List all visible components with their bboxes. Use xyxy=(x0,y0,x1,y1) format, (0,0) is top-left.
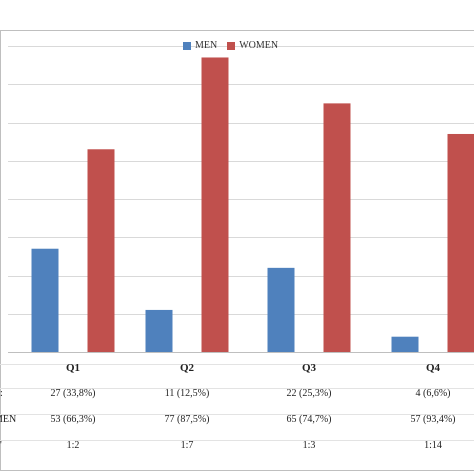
bar-men-q1 xyxy=(31,248,59,352)
table-cell: 1:14 xyxy=(424,440,442,451)
table-cell: 4 (6,6%) xyxy=(415,388,451,399)
table-cell: 22 (25,3%) xyxy=(286,388,332,399)
bar-women-q2 xyxy=(201,57,229,352)
table-row: MEN 53 (66,3%) 77 (87,5%) 65 (74,7%) 57 … xyxy=(0,414,474,434)
legend-label-women: WOMEN xyxy=(239,40,279,51)
table-cell: 27 (33,8%) xyxy=(50,388,96,399)
bar-men-q3 xyxy=(267,267,295,352)
table-cell: 11 (12,5%) xyxy=(164,388,210,399)
bar-women-q1 xyxy=(87,149,115,352)
legend-swatch-men xyxy=(183,41,191,50)
legend-item-men: MEN xyxy=(183,40,217,51)
table-row: : 27 (33,8%) 11 (12,5%) 22 (25,3%) 4 (6,… xyxy=(0,388,474,408)
bar-women-q4 xyxy=(447,133,474,352)
table-cell: 77 (87,5%) xyxy=(164,414,210,425)
bar-women-q3 xyxy=(323,103,351,352)
table-cell: 53 (66,3%) xyxy=(50,414,96,425)
bar-men-q4 xyxy=(391,336,419,352)
table-cell: 65 (74,7%) xyxy=(286,414,332,425)
legend: MEN WOMEN xyxy=(183,40,278,51)
table-cell: 1:2 xyxy=(66,440,80,451)
legend-swatch-women xyxy=(227,41,236,50)
row-label: : xyxy=(0,388,3,399)
table-row: ' 1:2 1:7 1:3 1:14 xyxy=(0,440,474,460)
legend-item-women: WOMEN xyxy=(227,40,278,51)
category-label-q2: Q2 xyxy=(179,362,195,374)
table-cell: 1:3 xyxy=(302,440,316,451)
bar-men-q2 xyxy=(145,309,173,352)
category-label-q1: Q1 xyxy=(65,362,81,374)
category-label-q3: Q3 xyxy=(301,362,317,374)
table-cell: 1:7 xyxy=(180,440,194,451)
row-label: MEN xyxy=(0,414,17,425)
category-label-q4: Q4 xyxy=(425,362,441,374)
table-header-row: Q1 Q2 Q3 Q4 xyxy=(0,362,474,382)
table-cell: 57 (93,4%) xyxy=(410,414,456,425)
legend-label-men: MEN xyxy=(195,40,218,51)
chart-border xyxy=(0,30,474,471)
row-label: ' xyxy=(0,440,2,451)
